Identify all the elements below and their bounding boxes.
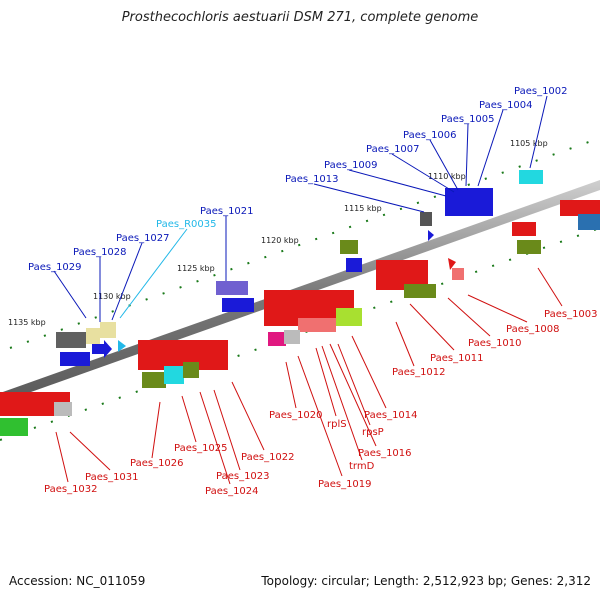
gene-block — [0, 418, 28, 436]
gene-label: Paes_1020 — [269, 410, 323, 421]
gene-label: Paes_1012 — [392, 367, 446, 378]
gene-block — [340, 240, 358, 254]
gene-label: Paes_1027 — [116, 233, 170, 244]
gene-label: Paes_1029 — [28, 262, 82, 273]
gene-label: Paes_1010 — [468, 338, 522, 349]
gene-block — [452, 268, 464, 280]
accession-text: Accession: NC_011059 — [9, 574, 146, 588]
gene-label: Paes_R0035 — [156, 219, 216, 230]
kbp-label: 1105 kbp — [510, 139, 548, 148]
gene-block — [54, 402, 72, 416]
gene-label: Paes_1006 — [403, 130, 457, 141]
kbp-labels: 1105 kbp 1110 kbp 1115 kbp 1120 kbp 1125… — [8, 139, 548, 327]
gene-block — [445, 188, 493, 216]
kbp-label: 1130 kbp — [93, 292, 131, 301]
gene-block — [164, 366, 184, 384]
kbp-label: 1125 kbp — [177, 264, 215, 273]
gene-block — [284, 330, 300, 344]
gene-label: Paes_1023 — [216, 471, 270, 482]
gene-label: Paes_1016 — [358, 448, 412, 459]
gene-label: Paes_1008 — [506, 324, 560, 335]
gene-label: Paes_1009 — [324, 160, 378, 171]
gene-block — [336, 308, 362, 326]
gene-label: trmD — [349, 461, 375, 472]
gene-block — [268, 332, 286, 346]
gene-block — [420, 212, 432, 226]
gene-label: rpsP — [362, 427, 384, 438]
gene-label: Paes_1025 — [174, 443, 228, 454]
gene-label: Paes_1007 — [366, 144, 420, 155]
gene-label: Paes_1031 — [85, 472, 139, 483]
gene-block — [222, 298, 254, 312]
gene-block — [92, 340, 112, 358]
gene-block — [298, 318, 336, 332]
gene-label: Paes_1021 — [200, 206, 254, 217]
top-gene-labels: Paes_1002 Paes_1004 Paes_1005 Paes_1006 … — [28, 86, 568, 273]
gene-label: Paes_1028 — [73, 247, 127, 258]
kbp-label: 1110 kbp — [428, 172, 466, 181]
gene-label: Paes_1013 — [285, 174, 339, 185]
gene-label: Paes_1002 — [514, 86, 568, 97]
gene-block — [517, 240, 541, 254]
gene-label: Paes_1019 — [318, 479, 372, 490]
kbp-label: 1120 kbp — [261, 236, 299, 245]
gene-block — [448, 258, 456, 270]
gene-block — [216, 281, 248, 295]
kbp-label: 1115 kbp — [344, 204, 382, 213]
gene-label: Paes_1014 — [364, 410, 418, 421]
gene-label: Paes_1011 — [430, 353, 484, 364]
gene-block — [512, 222, 536, 236]
topology-text: Topology: circular; Length: 2,512,923 bp… — [261, 574, 591, 588]
gene-label: Paes_1005 — [441, 114, 495, 125]
gene-block — [100, 322, 116, 338]
map-title: Prosthecochloris aestuarii DSM 271, comp… — [121, 10, 479, 25]
gene-block — [404, 284, 436, 298]
gene-block — [142, 372, 166, 388]
gene-block — [519, 170, 543, 184]
gene-label: Paes_1032 — [44, 484, 98, 495]
gene-label: Paes_1022 — [241, 452, 295, 463]
gene-label: Paes_1024 — [205, 486, 259, 497]
gene-label: Paes_1004 — [479, 100, 533, 111]
gene-block — [118, 340, 126, 352]
gene-label: Paes_1003 — [544, 309, 598, 320]
gene-block — [60, 352, 90, 366]
bottom-gene-labels: Paes_1003 Paes_1008 Paes_1010 Paes_1011 … — [44, 309, 598, 497]
gene-block — [428, 230, 434, 241]
gene-label: rplS — [327, 419, 347, 430]
kbp-label: 1135 kbp — [8, 318, 46, 327]
gene-block — [86, 328, 100, 344]
gene-label: Paes_1026 — [130, 458, 184, 469]
upper-gene-blocks — [56, 170, 600, 366]
gene-block — [560, 200, 600, 216]
gene-block — [183, 362, 199, 378]
lower-gene-blocks — [0, 222, 541, 436]
leader-lines — [53, 95, 563, 485]
gene-block — [56, 332, 86, 348]
gene-block — [578, 214, 600, 230]
gene-block — [346, 258, 362, 272]
